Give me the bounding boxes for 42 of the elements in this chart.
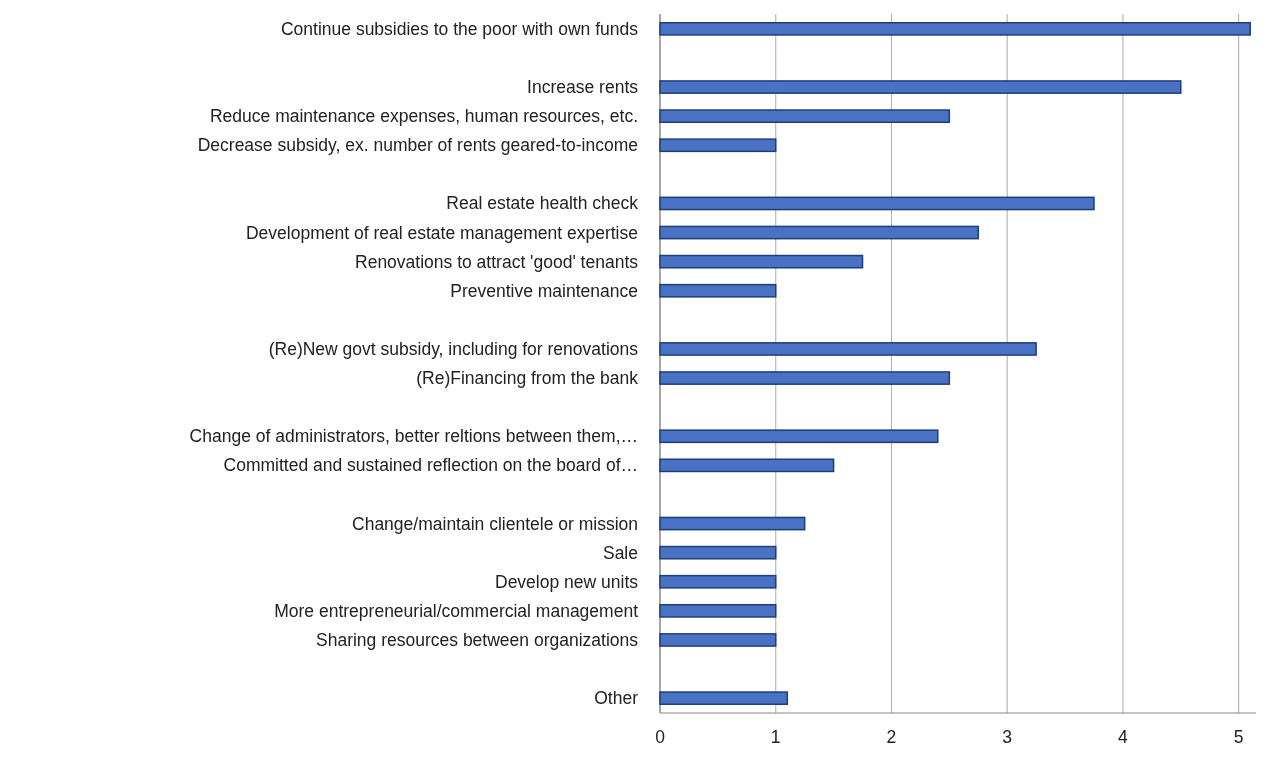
y-tick-label: Change of administrators, better reltions between them,…: [189, 426, 638, 447]
bar: [659, 633, 777, 647]
bar: [659, 254, 864, 269]
y-tick-label: Reduce maintenance expenses, human resources, etc.: [209, 106, 638, 127]
y-tick-label: Preventive maintenance: [450, 280, 638, 301]
bar: [659, 429, 939, 444]
y-tick-label: Increase rents: [527, 77, 639, 98]
bar: [659, 604, 777, 618]
bar: [659, 138, 777, 153]
x-tick-label: 5: [1233, 727, 1244, 747]
x-tick-label: 4: [1118, 727, 1129, 747]
bar: [659, 574, 777, 589]
x-tick-label: 3: [1002, 727, 1013, 747]
y-tick-label: Renovations to attract 'good' tenants: [355, 251, 639, 272]
bar: [659, 283, 777, 298]
x-tick-label: 0: [655, 727, 666, 747]
bar: [659, 80, 1182, 94]
y-tick-label: Continue subsidies to the poor with own funds: [280, 18, 639, 39]
bar: [659, 545, 777, 560]
bar: [659, 342, 1037, 356]
y-tick-label: Sharing resources between organizations: [316, 629, 639, 650]
y-tick-label: (Re)New govt subsidy, including for renovations: [268, 338, 639, 359]
y-tick-label: Decrease subsidy, ex. number of rents geared-to-income: [197, 135, 638, 156]
bar: [659, 21, 1251, 36]
bar: [659, 371, 951, 385]
bar: [659, 516, 806, 531]
y-tick-label: Sale: [602, 542, 638, 563]
bar: [659, 691, 789, 706]
y-tick-label: Development of real estate management expertise: [245, 222, 638, 243]
bar: [659, 109, 951, 123]
y-tick-label: Committed and sustained reflection on the board of…: [223, 455, 638, 476]
y-tick-label: Change/maintain clientele or mission: [352, 513, 638, 534]
y-tick-label: Develop new units: [495, 571, 639, 592]
y-tick-label: Other: [594, 688, 639, 709]
bar: [659, 225, 979, 240]
y-tick-label: (Re)Financing from the bank: [416, 368, 639, 389]
bar: [659, 458, 835, 473]
y-tick-label: Real estate health check: [446, 193, 639, 214]
y-tick-label: More entrepreneurial/commercial management: [274, 600, 639, 621]
x-tick-label: 1: [770, 727, 781, 747]
x-tick-label: 2: [886, 727, 897, 747]
bar: [659, 196, 1095, 211]
